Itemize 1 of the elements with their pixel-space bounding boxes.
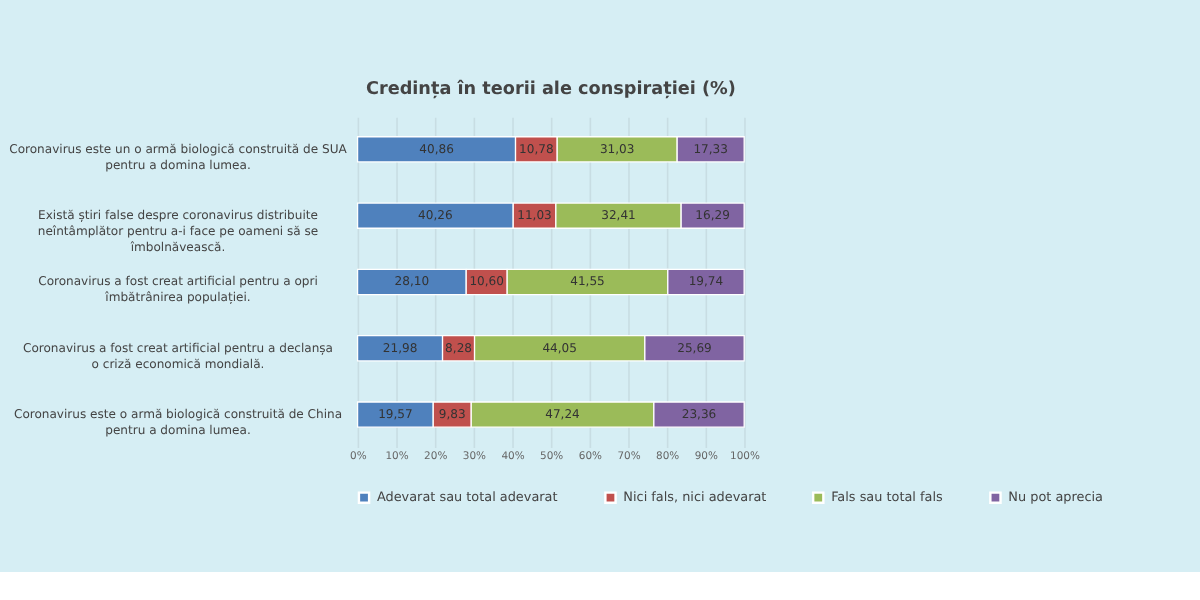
chart-title: Credința în teorii ale conspirației (%) bbox=[365, 78, 736, 101]
